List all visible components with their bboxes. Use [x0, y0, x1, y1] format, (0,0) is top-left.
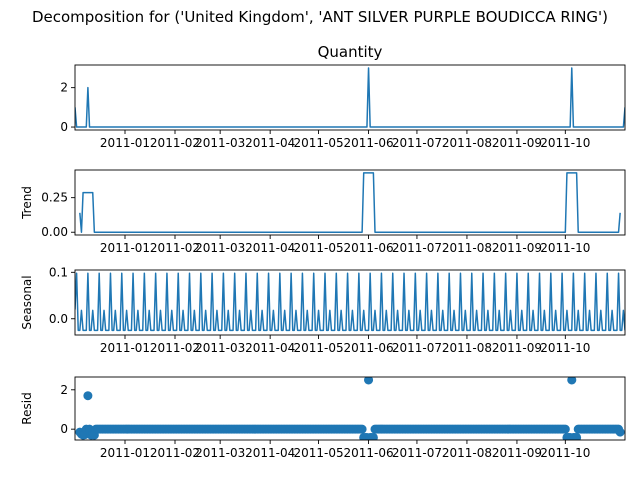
x-tick-label: 2011-08: [442, 136, 492, 150]
x-tick-label: 2011-09: [492, 341, 542, 355]
x-tick-label: 2011-03: [195, 136, 245, 150]
x-tick-label: 2011-05: [293, 136, 343, 150]
x-tick-label: 2011-04: [245, 136, 295, 150]
x-tick-label: 2011-02: [150, 136, 200, 150]
series-plot: [75, 377, 625, 440]
y-axis-label: Resid: [20, 392, 34, 424]
x-tick-label: 2011-07: [392, 136, 442, 150]
resid-point: [567, 377, 577, 385]
y-tick-label: 0.00: [41, 225, 68, 239]
series-plot: [79, 172, 621, 233]
x-tick-label: 2011-01: [100, 241, 150, 255]
x-tick-label: 2011-08: [442, 446, 492, 460]
axes-frame: [74, 64, 626, 131]
x-tick-label: 2011-06: [343, 241, 393, 255]
x-tick-label: 2011-03: [195, 446, 245, 460]
x-tick-label: 2011-05: [293, 341, 343, 355]
resid-point: [572, 432, 582, 440]
axes-frame: [74, 269, 626, 336]
x-tick-label: 2011-10: [540, 341, 590, 355]
series-line: [75, 67, 625, 128]
x-tick-label: 2011-01: [100, 446, 150, 460]
axes-frame: [74, 169, 626, 236]
y-tick-label: 0.25: [41, 191, 68, 205]
x-tick-label: 2011-02: [150, 341, 200, 355]
x-tick-label: 2011-06: [343, 446, 393, 460]
axes-frame: [74, 376, 626, 441]
x-tick-label: 2011-07: [392, 446, 442, 460]
x-tick-label: 2011-08: [442, 341, 492, 355]
y-tick-label: 0: [60, 120, 68, 134]
x-tick-label: 2011-06: [343, 136, 393, 150]
x-tick-label: 2011-05: [293, 241, 343, 255]
x-tick-label: 2011-04: [245, 446, 295, 460]
x-tick-label: 2011-05: [293, 446, 343, 460]
resid-point: [364, 377, 374, 385]
x-tick-label: 2011-01: [100, 341, 150, 355]
x-tick-label: 2011-03: [195, 341, 245, 355]
resid-point: [83, 391, 93, 401]
y-tick-label: 2: [60, 81, 68, 95]
x-tick-label: 2011-04: [245, 341, 295, 355]
x-tick-label: 2011-08: [442, 241, 492, 255]
figure-title: Decomposition for ('United Kingdom', 'AN…: [32, 8, 608, 26]
x-tick-label: 2011-01: [100, 136, 150, 150]
x-tick-label: 2011-04: [245, 241, 295, 255]
y-tick-label: 0: [60, 422, 68, 436]
x-tick-label: 2011-02: [150, 241, 200, 255]
x-tick-label: 2011-10: [540, 136, 590, 150]
x-tick-label: 2011-10: [540, 446, 590, 460]
y-axis-label: Trend: [20, 186, 34, 220]
y-tick-label: 2: [60, 383, 68, 397]
series-line: [75, 272, 625, 332]
x-tick-label: 2011-02: [150, 446, 200, 460]
x-tick-label: 2011-09: [492, 446, 542, 460]
x-tick-label: 2011-03: [195, 241, 245, 255]
series-line: [79, 172, 621, 233]
resid-point: [368, 432, 378, 440]
series-plot: [75, 272, 625, 332]
series-plot: [75, 67, 625, 128]
x-tick-label: 2011-09: [492, 136, 542, 150]
x-tick-label: 2011-07: [392, 341, 442, 355]
x-tick-label: 2011-06: [343, 341, 393, 355]
y-tick-label: 0.0: [49, 312, 68, 326]
resid-point: [615, 427, 625, 437]
x-tick-label: 2011-09: [492, 241, 542, 255]
resid-point: [560, 424, 570, 434]
panel-title: Quantity: [318, 43, 383, 61]
resid-point: [357, 424, 367, 434]
y-tick-label: 0.1: [49, 265, 68, 279]
x-tick-label: 2011-10: [540, 241, 590, 255]
x-tick-label: 2011-07: [392, 241, 442, 255]
y-axis-label: Seasonal: [20, 275, 34, 329]
